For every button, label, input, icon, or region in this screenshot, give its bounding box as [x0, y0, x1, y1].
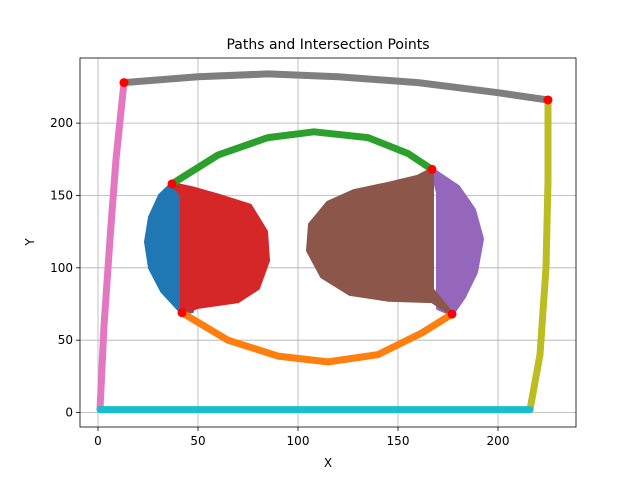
axes-frame: [79, 57, 577, 428]
chart-title: Paths and Intersection Points: [226, 37, 429, 53]
y-tick-label: 50: [58, 333, 73, 347]
plot-data: [96, 70, 553, 414]
y-tick-label: 0: [65, 406, 73, 420]
intersection-point: [543, 95, 553, 105]
x-tick-label: 200: [487, 434, 510, 448]
region-purple: [430, 167, 484, 317]
region-brown: [306, 167, 454, 317]
x-tick-label: 150: [387, 434, 410, 448]
x-tick-label: 0: [94, 434, 102, 448]
path-orange: [178, 309, 456, 366]
x-tick-label: 100: [287, 434, 310, 448]
intersection-point: [447, 309, 457, 319]
axes: 0 50 100 150 200 0 50 100 150 200: [50, 57, 577, 448]
region-red: [170, 181, 270, 315]
path-pink: [96, 79, 128, 414]
intersection-point: [119, 78, 129, 88]
x-axis-label: X: [324, 456, 332, 470]
path-gray: [120, 70, 552, 104]
intersection-point: [177, 308, 187, 318]
y-tick-label: 200: [50, 116, 73, 130]
x-tick-label: 50: [190, 434, 205, 448]
path-olive: [526, 96, 552, 414]
path-green: [168, 128, 436, 188]
y-tick-label: 100: [50, 261, 73, 275]
intersection-point: [167, 179, 177, 189]
y-tick-label: 150: [50, 188, 73, 202]
y-axis-label: Y: [23, 238, 37, 247]
intersection-point: [427, 164, 437, 174]
